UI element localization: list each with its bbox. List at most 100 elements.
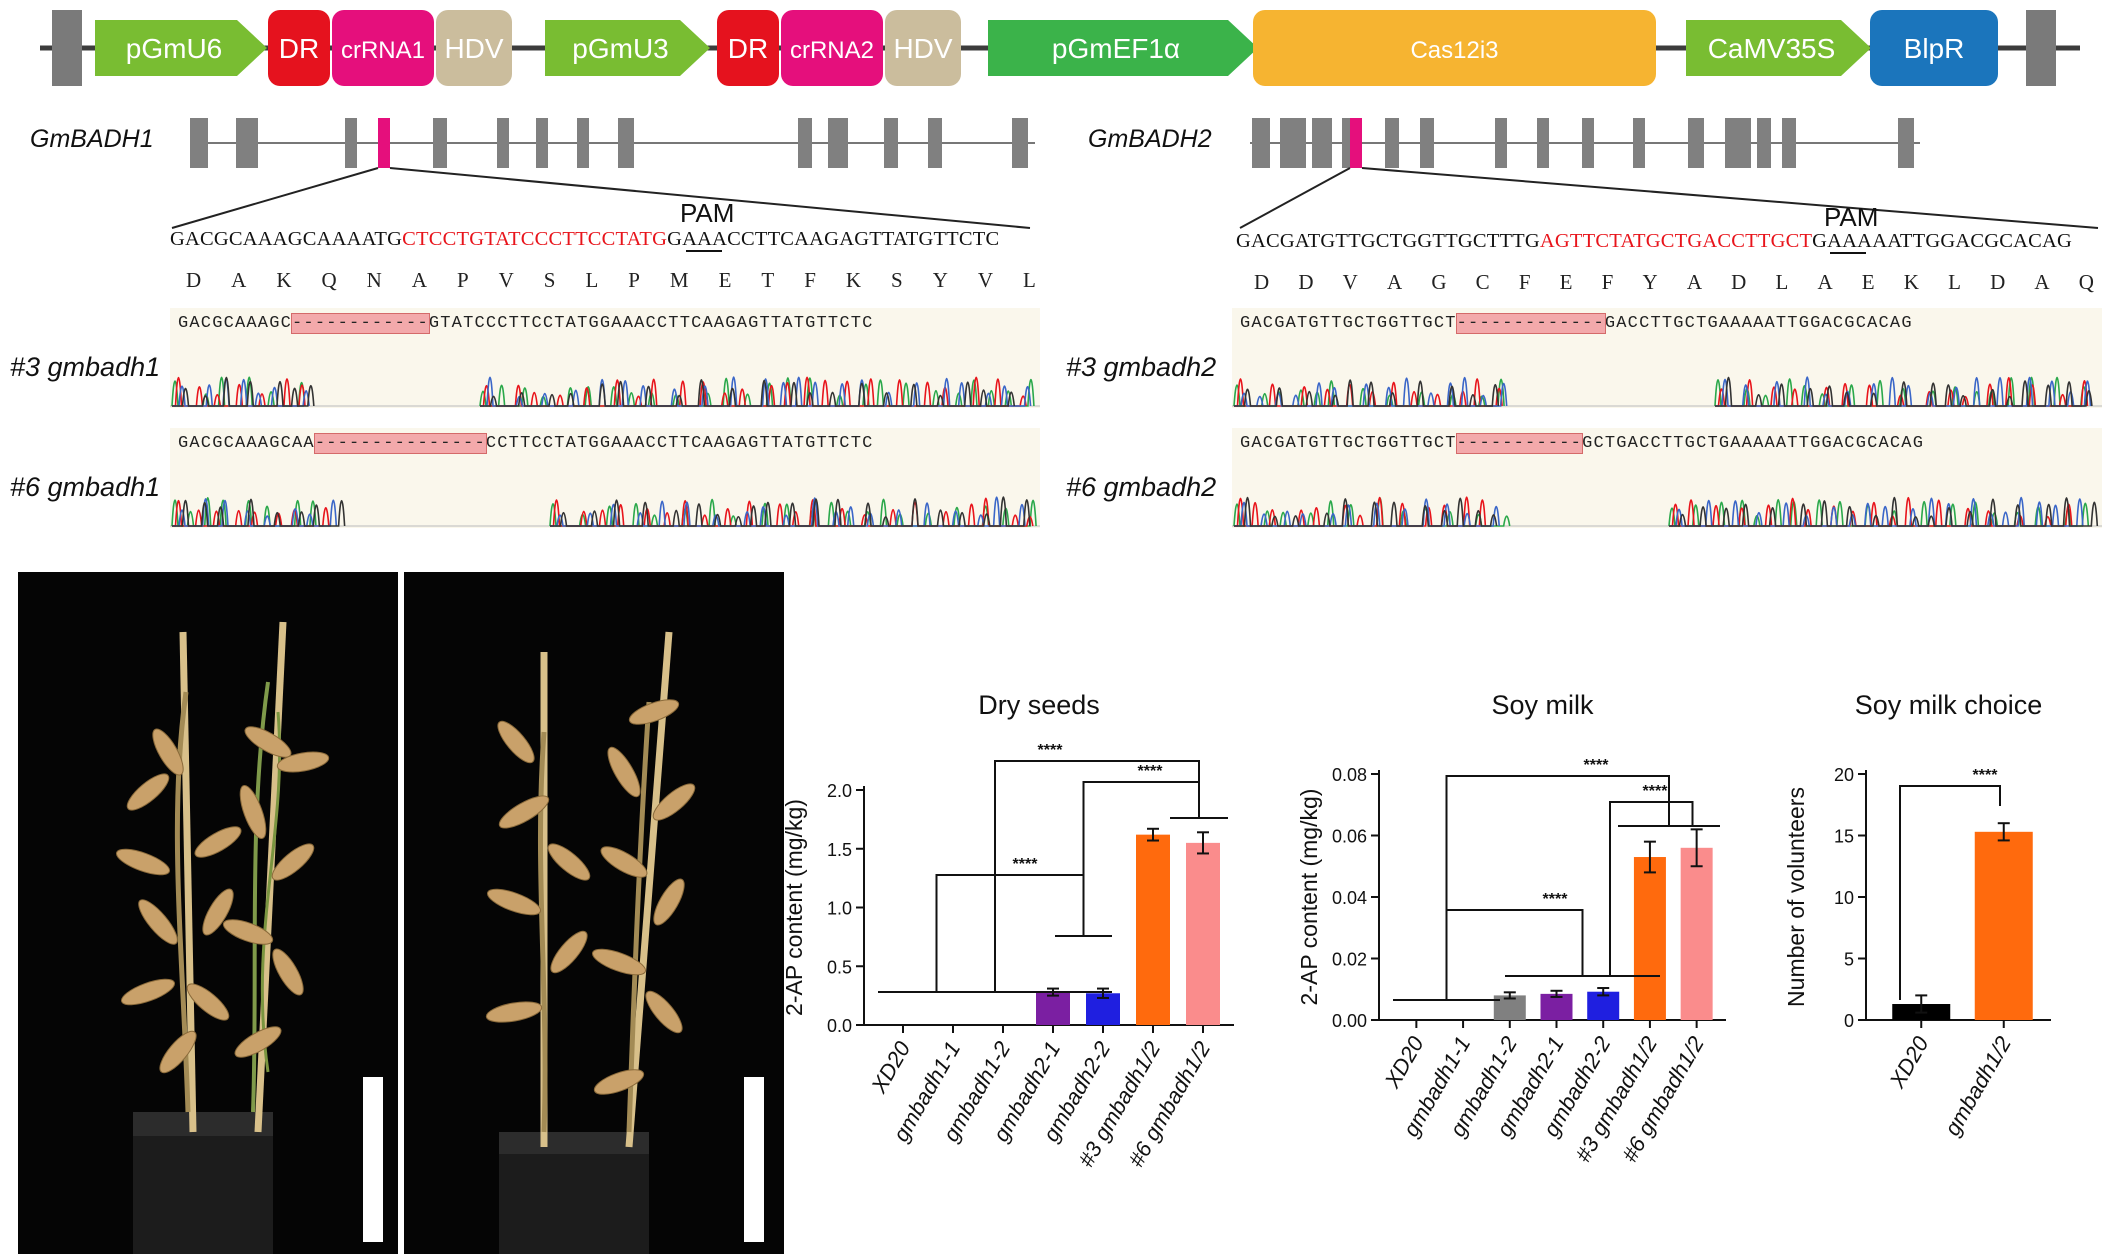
construct-label: DR — [728, 33, 768, 64]
y-axis-label: 2-AP content (mg/kg) — [1296, 789, 1322, 1006]
significance-label: **** — [1038, 742, 1064, 759]
construct-crrna2-6: crRNA2 — [781, 10, 883, 86]
construct-label: crRNA2 — [790, 37, 874, 64]
construct-label: pGmU3 — [572, 33, 668, 64]
amino-acid: L — [1023, 268, 1036, 292]
construct-dr-5: DR — [717, 10, 779, 86]
exon — [1725, 118, 1751, 168]
soybean-plant-image — [116, 621, 383, 1254]
construct-label: pGmU6 — [126, 33, 222, 64]
reference-sequence-right: GACGATGTTGCTGGTTGCTTTGAGTTCTATGCTGACCTTG… — [1236, 230, 2073, 252]
amino-acid: M — [669, 268, 689, 292]
construct-diagram: pGmU6 DR crRNA1 HDV pGmU3 DR crRNA2 HDV pGmEF1α C… — [40, 10, 2080, 86]
y-tick-label: 15 — [1834, 827, 1854, 847]
exon — [497, 118, 509, 168]
exon — [1582, 118, 1594, 168]
significance-label: **** — [1543, 891, 1569, 908]
chart-title: Dry seeds — [978, 690, 1100, 720]
y-tick-label: 0.5 — [827, 957, 852, 977]
y-tick-label: 0.0 — [827, 1016, 852, 1036]
amino-acid: Q — [2078, 270, 2094, 294]
mutant-sequence: GACGATGTTGCTGGTTGCT-----------GCTGACCTTG… — [1240, 433, 1925, 454]
exon — [928, 118, 942, 168]
bar-gmbadh2-1 — [1540, 993, 1573, 1020]
mutant-sequence: GACGCAAAGCAA---------------CCTTCCTATGGAA… — [178, 433, 874, 454]
reference-sequence-left: GACGCAAAGCAAAATGCTCCTGTATCCCTTCCTATGGAAA… — [170, 228, 1000, 250]
exon — [618, 118, 634, 168]
amino-acid: D — [1990, 270, 2006, 294]
trace-3 — [1234, 376, 2093, 407]
chromatogram-3-gmbadh2: GACGATGTTGCTGGTTGCT-------------GACCTTGC… — [1232, 308, 2102, 408]
amino-acid: D — [1298, 270, 1314, 294]
amino-acid: T — [761, 268, 775, 292]
exon — [1782, 118, 1796, 168]
pam-label-left: PAM — [680, 198, 735, 228]
mutant-sequence: GACGCAAAGC------------GTATCCCTTCCTATGGAA… — [178, 313, 874, 334]
exon — [884, 118, 898, 168]
significance-label: **** — [1138, 763, 1164, 780]
bar-gmbadh2-2 — [1587, 991, 1620, 1020]
trace-plot — [1232, 496, 2102, 527]
chromatogram-6-gmbadh1: GACGCAAAGCAA---------------CCTTCCTATGGAA… — [170, 428, 1040, 528]
left-border-marker — [52, 10, 82, 86]
exon — [1012, 118, 1028, 168]
x-tick-label: XD20 — [1379, 1031, 1429, 1093]
bar-3-gmbadh1-2 — [1633, 857, 1666, 1020]
deletion-gap: ------------ — [291, 313, 430, 334]
construct-pgmu6-0: pGmU6 — [95, 20, 267, 76]
amino-acid: D — [1731, 270, 1747, 294]
amino-acid: Q — [321, 268, 337, 292]
amino-acid: N — [366, 268, 382, 292]
amino-acid: D — [186, 268, 202, 292]
amino-acid: Y — [1642, 270, 1658, 294]
construct-hdv-7: HDV — [885, 10, 961, 86]
amino-acid: F — [1518, 270, 1531, 294]
construct-label: Cas12i3 — [1410, 37, 1498, 64]
x-tick-label: XD20 — [866, 1036, 916, 1098]
amino-acid: C — [1475, 270, 1490, 294]
gene-name-left: GmBADH1 — [30, 125, 154, 153]
exon — [1898, 118, 1914, 168]
soybean-plant-image — [485, 631, 764, 1254]
right-border-marker — [2026, 10, 2056, 86]
bar-gmbadh1-2 — [1974, 831, 2033, 1020]
y-tick-label: 0 — [1844, 1011, 1854, 1031]
exon — [1537, 118, 1549, 168]
chart-dry-seeds: Dry seeds 2-AP content (mg/kg) 0.0 0.5 1.0 1.… — [781, 690, 1234, 1171]
exon — [1312, 118, 1332, 168]
chromatogram-6-gmbadh2: GACGATGTTGCTGGTTGCT-----------GCTGACCTTG… — [1232, 428, 2102, 528]
exon — [1252, 118, 1270, 168]
x-tick-label: XD20 — [1884, 1031, 1934, 1093]
x-tick-label: gmbadh1/2 — [1939, 1032, 2016, 1140]
exon — [536, 118, 548, 168]
amino-acid: F — [804, 268, 816, 292]
amino-acid: E — [1861, 270, 1875, 294]
exon — [433, 118, 447, 168]
mutant-label: #3 gmbadh1 — [10, 352, 161, 382]
exon — [1757, 118, 1771, 168]
exon — [1385, 118, 1399, 168]
bar-gmbadh2-1 — [1036, 992, 1070, 1025]
scale-bar — [744, 1077, 764, 1242]
significance-bracket: **** — [1560, 783, 1720, 977]
construct-label: DR — [279, 33, 319, 64]
y-tick-label: 5 — [1844, 950, 1854, 970]
amino-acid: P — [456, 268, 469, 292]
amino-acid: S — [543, 268, 556, 292]
amino-acid: A — [1686, 270, 1702, 294]
mutant-sequence: GACGATGTTGCTGGTTGCT-------------GACCTTGC… — [1240, 313, 1913, 334]
construct-camv35s-10: CaMV35S — [1686, 20, 1871, 76]
y-tick-label: 10 — [1834, 888, 1854, 908]
amino-acid: A — [1386, 270, 1403, 294]
exon — [1688, 118, 1704, 168]
construct-hdv-3: HDV — [436, 10, 512, 86]
amino-acid: F — [1601, 270, 1614, 294]
significance-label: **** — [1973, 767, 1999, 784]
trace-3 — [172, 376, 1016, 407]
exon — [828, 118, 848, 168]
y-axis-label: 2-AP content (mg/kg) — [781, 799, 807, 1016]
construct-label: HDV — [444, 33, 503, 64]
amino-acid: D — [1254, 270, 1270, 294]
